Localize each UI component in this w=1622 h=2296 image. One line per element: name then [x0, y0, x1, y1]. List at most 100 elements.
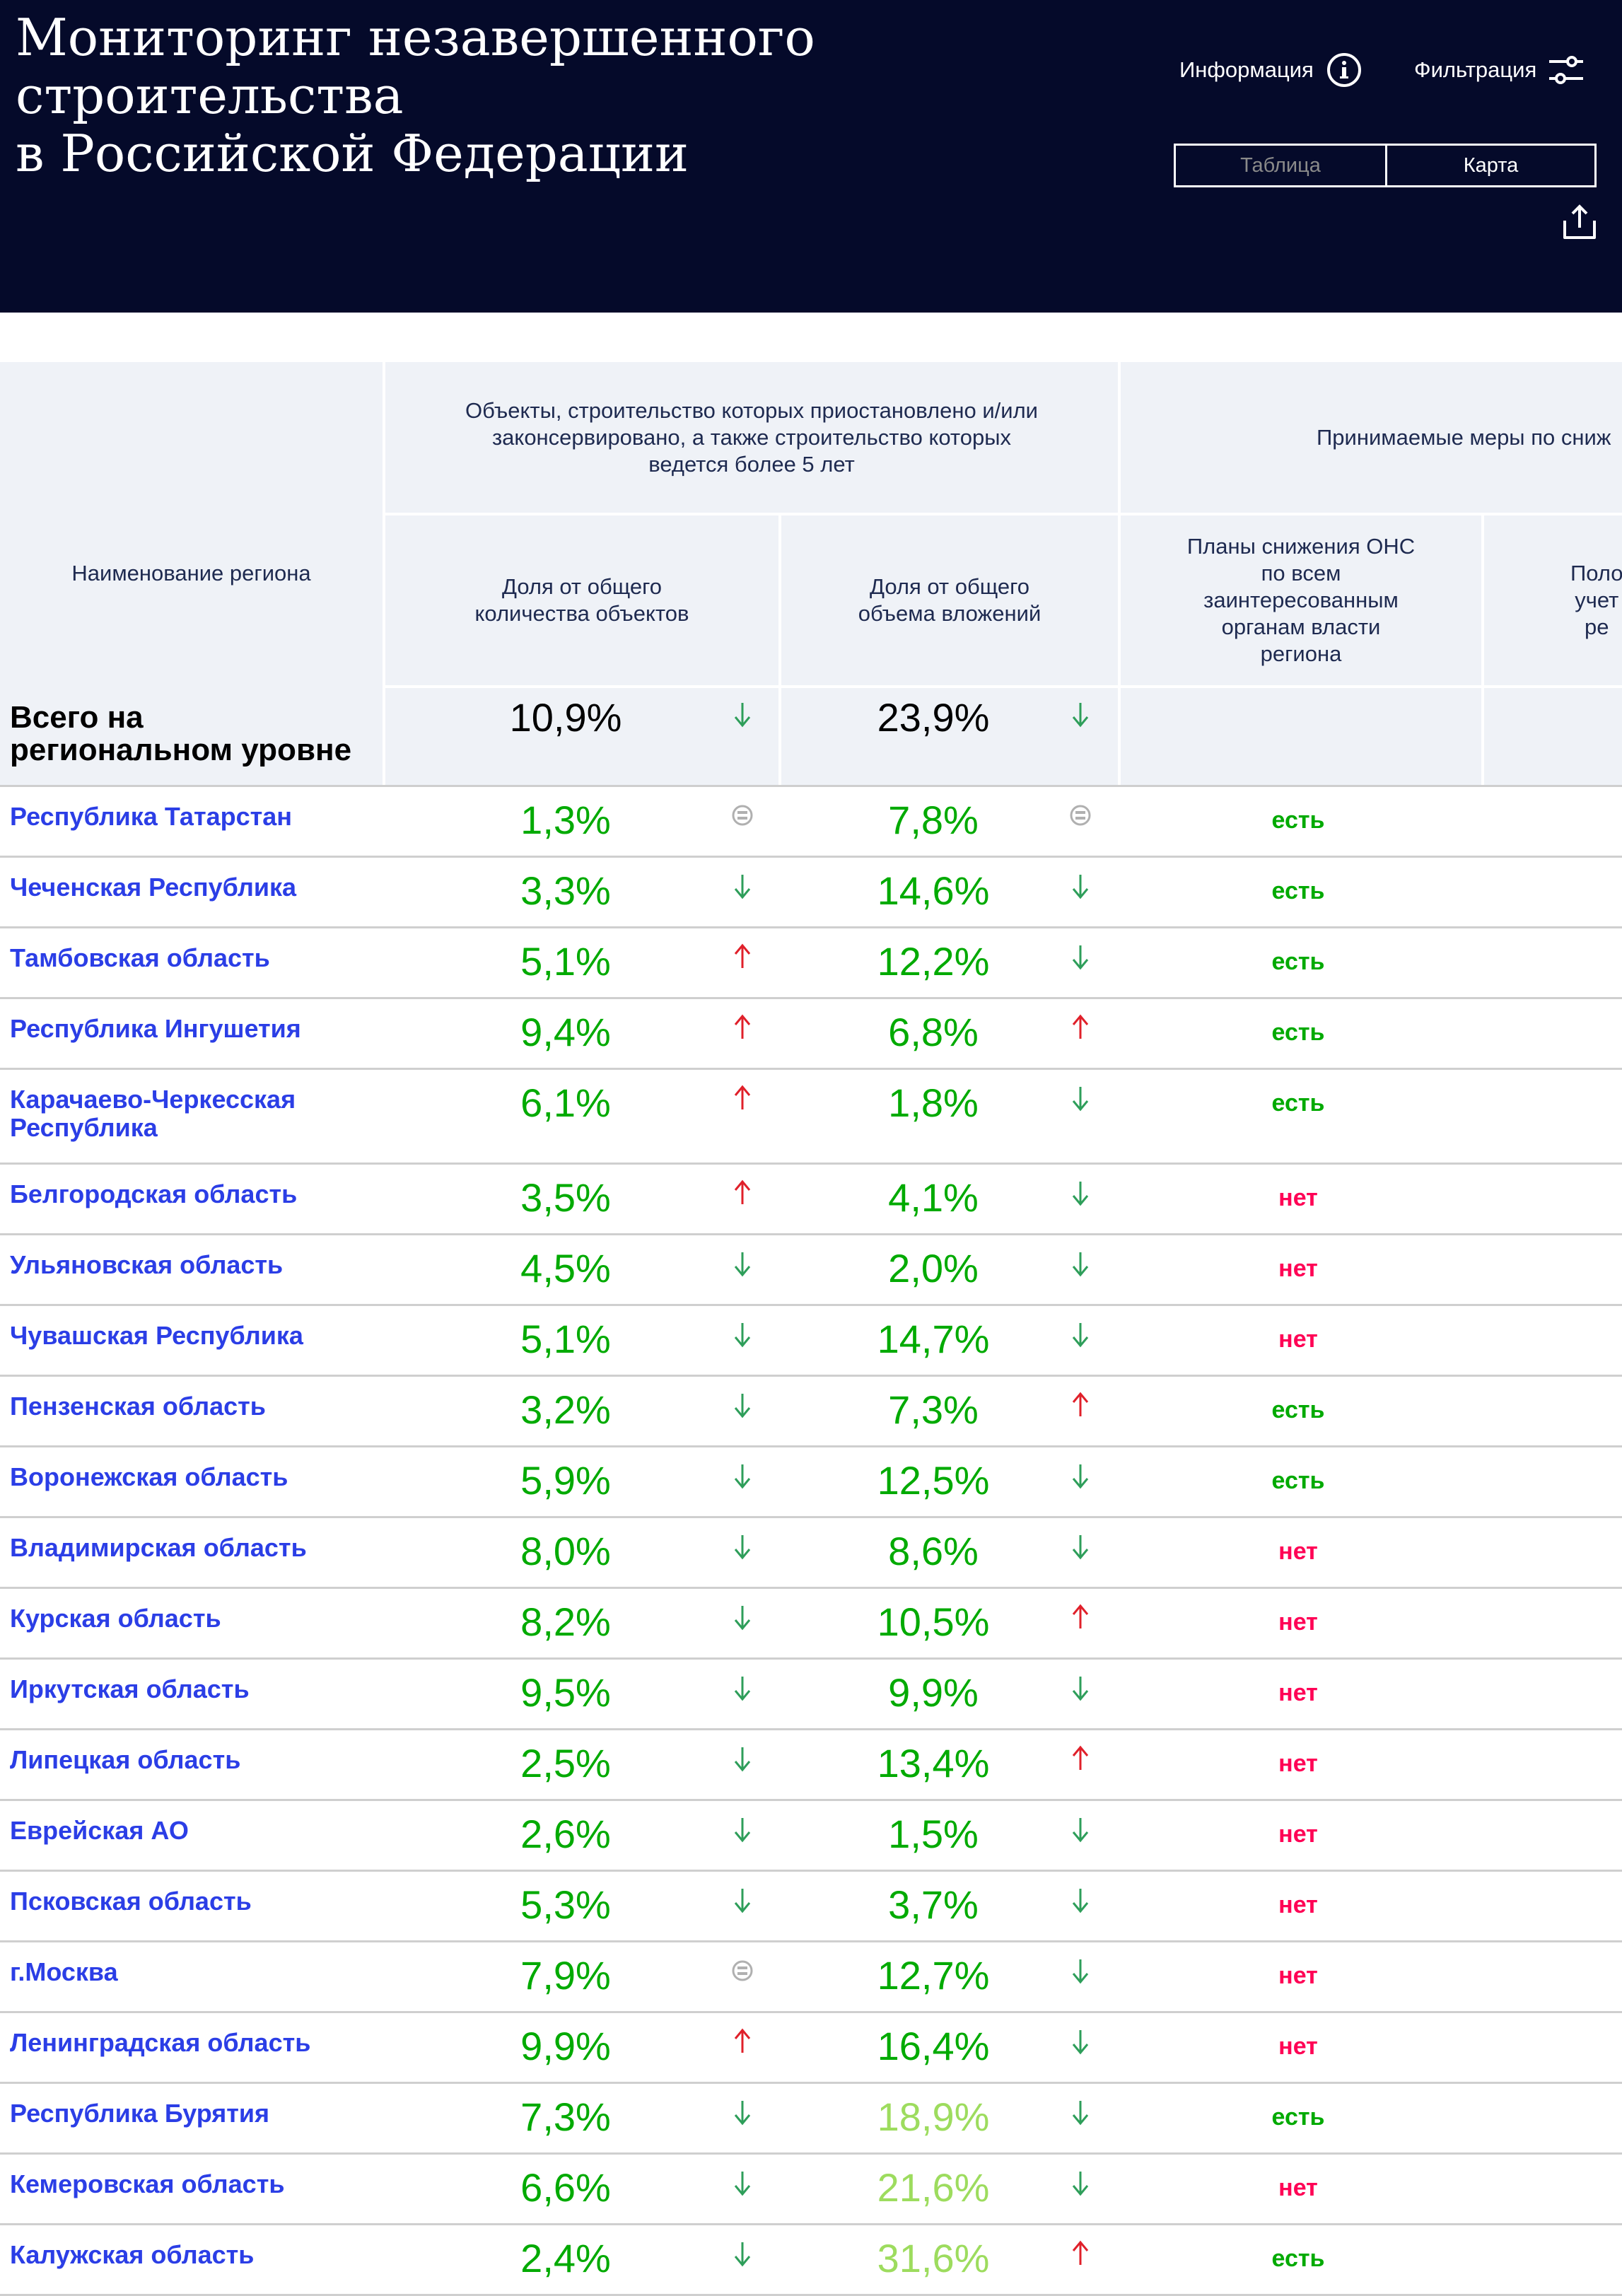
plans-status: нет [1278, 2174, 1318, 2201]
plans-status: нет [1278, 1892, 1318, 1918]
region-link[interactable]: Белгородская область [10, 1179, 298, 1208]
plans-status: нет [1278, 1255, 1318, 1282]
header-plans[interactable]: Планы снижения ОНС по всем заинтересован… [1121, 515, 1481, 685]
invest-share-value: 2,0% [888, 1246, 979, 1290]
region-link[interactable]: г.Москва [10, 1957, 118, 1986]
plans-status: есть [1271, 948, 1325, 975]
total-invest-trend-icon [1066, 700, 1095, 739]
tab-table[interactable]: Таблица [1174, 144, 1387, 187]
table-row: Кемеровская область 6,6% 21,6% нет [0, 2155, 1622, 2225]
arrow-down-icon [728, 1674, 757, 1709]
region-link[interactable]: Ульяновская область [10, 1250, 284, 1279]
arrow-down-icon [1066, 1084, 1095, 1119]
total-row-next-cell [1484, 688, 1622, 785]
region-link[interactable]: Карачаево-Черкесская Республика [10, 1085, 296, 1142]
region-link[interactable]: Калужская область [10, 2240, 255, 2269]
invest-share-value: 6,8% [888, 1010, 979, 1054]
app-header: Мониторинг незавершенного строительства … [0, 0, 1622, 313]
region-link[interactable]: Воронежская область [10, 1462, 288, 1491]
total-row-region [0, 688, 383, 785]
invest-share-value: 31,6% [877, 2236, 990, 2280]
plans-status: есть [1271, 878, 1325, 904]
region-link[interactable]: Липецкая область [10, 1745, 241, 1774]
region-link[interactable]: Республика Татарстан [10, 802, 293, 831]
equal-circle-icon [1066, 801, 1095, 837]
arrow-down-icon [728, 2239, 757, 2275]
header-next-column[interactable]: Поло учет ре [1484, 515, 1622, 685]
region-link[interactable]: Тамбовская область [10, 943, 270, 972]
total-row-invest-cell [781, 688, 1118, 785]
header-next-column-label: Поло учет ре [1570, 561, 1622, 639]
table-row: г.Москва 7,9% 12,7% нет [0, 1942, 1622, 2013]
total-row-count-cell [385, 688, 778, 785]
table-row: Псковская область 5,3% 3,7% нет [0, 1872, 1622, 1942]
plans-status: есть [1271, 1019, 1325, 1046]
arrow-up-icon [1066, 2239, 1095, 2275]
table-row: Пензенская область 3,2% 7,3% есть [0, 1377, 1622, 1447]
arrow-down-icon [728, 1532, 757, 1568]
plans-status: нет [1278, 1821, 1318, 1848]
info-button[interactable]: Информация [1179, 52, 1362, 88]
region-link[interactable]: Курская область [10, 1604, 221, 1633]
filter-button[interactable]: Фильтрация [1414, 52, 1584, 88]
table-row: Иркутская область 9,5% 9,9% нет [0, 1660, 1622, 1730]
region-link[interactable]: Чеченская Республика [10, 873, 296, 902]
arrow-down-icon [1066, 1320, 1095, 1356]
region-link[interactable]: Иркутская область [10, 1674, 250, 1703]
arrow-up-icon [728, 943, 757, 978]
region-link[interactable]: Ленинградская область [10, 2028, 311, 2057]
region-link[interactable]: Кемеровская область [10, 2169, 285, 2198]
region-link[interactable]: Псковская область [10, 1887, 252, 1916]
equal-circle-icon [728, 1957, 757, 1992]
table-row: Белгородская область 3,5% 4,1% нет [0, 1165, 1622, 1235]
table-row: Республика Бурятия 7,3% 18,9% есть [0, 2084, 1622, 2155]
count-share-value: 7,9% [520, 1953, 611, 1998]
invest-share-value: 18,9% [877, 2094, 990, 2139]
region-link[interactable]: Чувашская Республика [10, 1321, 303, 1350]
tab-map[interactable]: Карта [1385, 144, 1597, 187]
table-row: Чувашская Республика 5,1% 14,7% нет [0, 1306, 1622, 1377]
arrow-down-icon [1066, 1886, 1095, 1921]
arrow-down-icon [1066, 1462, 1095, 1497]
header-invest-share[interactable]: Доля от общего объема вложений [781, 515, 1118, 685]
plans-status: нет [1278, 1184, 1318, 1211]
header-group-objects: Объекты, строительство которых приостано… [385, 362, 1118, 513]
arrow-down-icon [728, 1249, 757, 1285]
count-share-value: 3,5% [520, 1175, 611, 1220]
header-group-measures: Принимаемые меры по сниж [1121, 362, 1622, 513]
region-link[interactable]: Владимирская область [10, 1533, 307, 1562]
arrow-down-icon [728, 1462, 757, 1497]
invest-share-value: 7,3% [888, 1387, 979, 1432]
region-link[interactable]: Республика Ингушетия [10, 1014, 301, 1043]
header-plans-label: Планы снижения ОНС по всем заинтересован… [1186, 534, 1416, 666]
arrow-down-icon [1066, 943, 1095, 978]
count-share-value: 6,6% [520, 2165, 611, 2210]
region-link[interactable]: Еврейская АО [10, 1816, 189, 1845]
filter-label: Фильтрация [1414, 57, 1537, 82]
arrow-down-icon [1066, 1532, 1095, 1568]
plans-status: нет [1278, 1326, 1318, 1353]
header-divider [0, 785, 1622, 787]
header-count-share-label: Доля от общего количества объектов [474, 574, 689, 626]
total-row-plans-cell [1121, 688, 1481, 785]
header-region-label: Наименование региона [71, 561, 311, 585]
arrow-up-icon [728, 1084, 757, 1119]
arrow-down-icon [1066, 2098, 1095, 2133]
table-row: Владимирская область 8,0% 8,6% нет [0, 1518, 1622, 1589]
count-share-value: 6,1% [520, 1080, 611, 1125]
share-upload-icon[interactable] [1561, 204, 1598, 240]
header-count-share[interactable]: Доля от общего количества объектов [385, 515, 778, 685]
region-link[interactable]: Республика Бурятия [10, 2099, 270, 2128]
total-invest-value: 23,9% [877, 695, 990, 740]
count-share-value: 8,0% [520, 1529, 611, 1573]
count-share-value: 5,1% [520, 1317, 611, 1361]
invest-share-value: 12,5% [877, 1458, 990, 1503]
page-title-line-2: в Российской Федерации [16, 124, 689, 183]
arrow-up-icon [1066, 1744, 1095, 1780]
invest-share-value: 1,8% [888, 1080, 979, 1125]
invest-share-value: 3,7% [888, 1882, 979, 1927]
arrow-down-icon [728, 1815, 757, 1851]
header-invest-share-label: Доля от общего объема вложений [858, 574, 1042, 626]
region-link[interactable]: Пензенская область [10, 1392, 266, 1421]
arrow-down-icon [728, 1886, 757, 1921]
